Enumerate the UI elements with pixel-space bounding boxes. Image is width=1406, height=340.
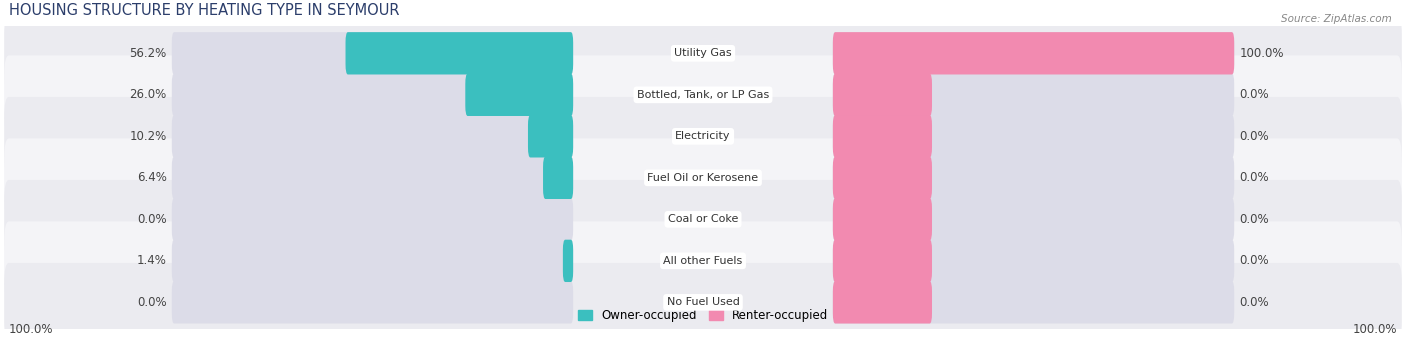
- FancyBboxPatch shape: [832, 32, 1234, 74]
- Text: Source: ZipAtlas.com: Source: ZipAtlas.com: [1281, 14, 1392, 23]
- Text: Utility Gas: Utility Gas: [675, 48, 731, 58]
- FancyBboxPatch shape: [172, 240, 574, 282]
- Text: 0.0%: 0.0%: [1240, 171, 1270, 184]
- FancyBboxPatch shape: [832, 240, 932, 282]
- Text: 56.2%: 56.2%: [129, 47, 166, 60]
- Text: 0.0%: 0.0%: [1240, 88, 1270, 101]
- Text: 26.0%: 26.0%: [129, 88, 166, 101]
- Text: 0.0%: 0.0%: [1240, 254, 1270, 267]
- Text: Coal or Coke: Coal or Coke: [668, 214, 738, 224]
- Text: HOUSING STRUCTURE BY HEATING TYPE IN SEYMOUR: HOUSING STRUCTURE BY HEATING TYPE IN SEY…: [8, 3, 399, 18]
- Text: 1.4%: 1.4%: [136, 254, 166, 267]
- FancyBboxPatch shape: [832, 32, 1234, 74]
- Text: Fuel Oil or Kerosene: Fuel Oil or Kerosene: [647, 173, 759, 183]
- FancyBboxPatch shape: [543, 157, 574, 199]
- Text: Bottled, Tank, or LP Gas: Bottled, Tank, or LP Gas: [637, 90, 769, 100]
- FancyBboxPatch shape: [4, 221, 1402, 300]
- Text: 0.0%: 0.0%: [136, 296, 166, 309]
- FancyBboxPatch shape: [4, 55, 1402, 134]
- Text: 100.0%: 100.0%: [1353, 323, 1398, 336]
- FancyBboxPatch shape: [832, 115, 932, 157]
- Text: 100.0%: 100.0%: [1240, 47, 1284, 60]
- FancyBboxPatch shape: [832, 281, 932, 324]
- Text: No Fuel Used: No Fuel Used: [666, 298, 740, 307]
- FancyBboxPatch shape: [832, 74, 932, 116]
- FancyBboxPatch shape: [4, 263, 1402, 340]
- FancyBboxPatch shape: [832, 157, 1234, 199]
- Text: 6.4%: 6.4%: [136, 171, 166, 184]
- FancyBboxPatch shape: [562, 240, 574, 282]
- FancyBboxPatch shape: [172, 115, 574, 157]
- Text: 0.0%: 0.0%: [1240, 213, 1270, 226]
- Text: 0.0%: 0.0%: [1240, 130, 1270, 143]
- FancyBboxPatch shape: [465, 74, 574, 116]
- FancyBboxPatch shape: [832, 198, 1234, 240]
- FancyBboxPatch shape: [832, 157, 932, 199]
- FancyBboxPatch shape: [172, 281, 574, 324]
- FancyBboxPatch shape: [4, 97, 1402, 176]
- FancyBboxPatch shape: [832, 281, 1234, 324]
- FancyBboxPatch shape: [4, 138, 1402, 217]
- Text: 0.0%: 0.0%: [1240, 296, 1270, 309]
- FancyBboxPatch shape: [346, 32, 574, 74]
- Text: All other Fuels: All other Fuels: [664, 256, 742, 266]
- FancyBboxPatch shape: [4, 180, 1402, 259]
- FancyBboxPatch shape: [4, 14, 1402, 93]
- Legend: Owner-occupied, Renter-occupied: Owner-occupied, Renter-occupied: [572, 304, 834, 326]
- FancyBboxPatch shape: [832, 74, 1234, 116]
- Text: Electricity: Electricity: [675, 131, 731, 141]
- FancyBboxPatch shape: [172, 74, 574, 116]
- FancyBboxPatch shape: [172, 198, 574, 240]
- FancyBboxPatch shape: [172, 32, 574, 74]
- FancyBboxPatch shape: [172, 157, 574, 199]
- FancyBboxPatch shape: [832, 115, 1234, 157]
- FancyBboxPatch shape: [529, 115, 574, 157]
- FancyBboxPatch shape: [832, 240, 1234, 282]
- FancyBboxPatch shape: [832, 198, 932, 240]
- Text: 10.2%: 10.2%: [129, 130, 166, 143]
- Text: 0.0%: 0.0%: [136, 213, 166, 226]
- Text: 100.0%: 100.0%: [8, 323, 53, 336]
